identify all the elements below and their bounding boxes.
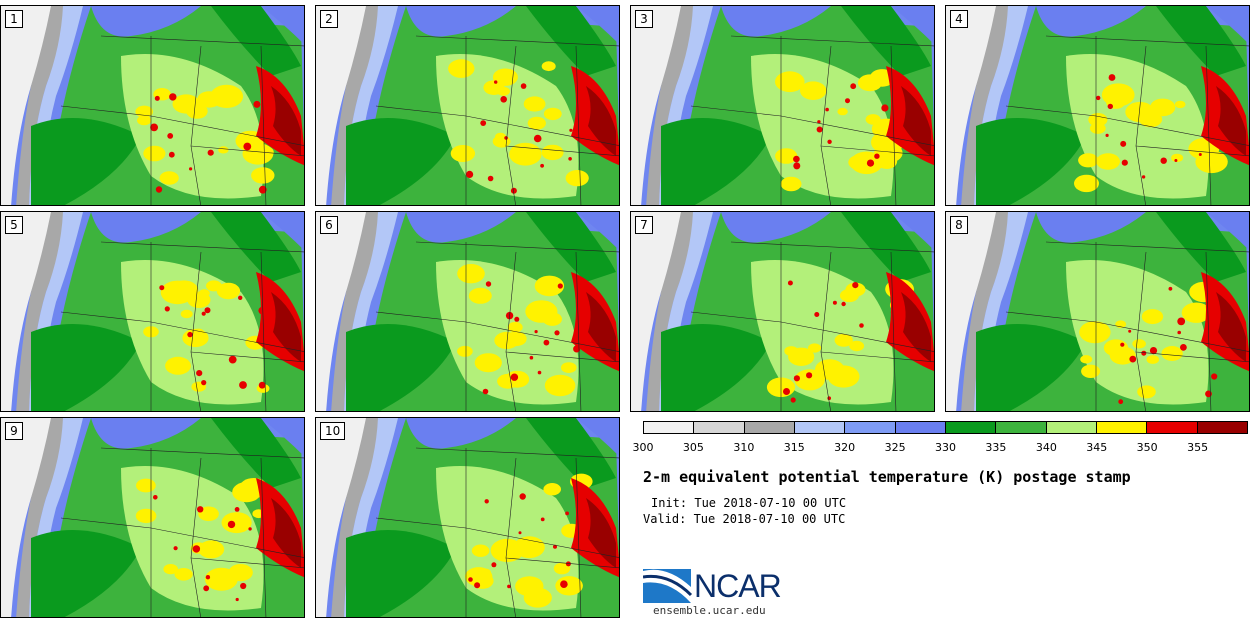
legend-tick-label: 325 [884, 441, 906, 454]
map-title: 2-m equivalent potential temperature (K)… [643, 468, 1131, 486]
member-number-label: 6 [320, 216, 338, 234]
member-number-label: 9 [5, 422, 23, 440]
legend-tick-label: 350 [1136, 441, 1158, 454]
legend-tick-label: 305 [682, 441, 704, 454]
member-number-label: 2 [320, 10, 338, 28]
member-number-label: 5 [5, 216, 23, 234]
legend-swatch [845, 422, 896, 433]
member-number-label: 8 [950, 216, 968, 234]
legend-swatch [1197, 422, 1247, 433]
legend-swatch [694, 422, 745, 433]
ncar-logo-icon [643, 569, 693, 603]
member-number-label: 7 [635, 216, 653, 234]
ensemble-member-map: 4 [945, 5, 1250, 206]
ensemble-member-map: 8 [945, 211, 1250, 412]
legend-swatch [1046, 422, 1097, 433]
member-number-label: 1 [5, 10, 23, 28]
color-legend-labels: 300 305 310 315 320 325 330 335 340 345 350 355 [633, 441, 1248, 455]
legend-tick-label: 315 [783, 441, 805, 454]
ensemble-member-map: 3 [630, 5, 935, 206]
ensemble-member-map: 10 [315, 417, 620, 618]
legend-swatch [744, 422, 795, 433]
init-time: Init: Tue 2018-07-10 00 UTC [651, 496, 847, 510]
ncar-logo-text: NCAR [694, 568, 782, 604]
legend-tick-label: 330 [935, 441, 956, 454]
valid-time: Valid: Tue 2018-07-10 00 UTC [643, 512, 846, 526]
ensemble-member-map: 1 [0, 5, 305, 206]
ensemble-member-map: 6 [315, 211, 620, 412]
legend-swatch [1096, 422, 1148, 433]
legend-swatch [1147, 422, 1198, 433]
legend-tick-label: 335 [985, 441, 1007, 454]
legend-swatch [945, 422, 997, 433]
member-number-label: 10 [320, 422, 346, 440]
ensemble-member-map: 9 [0, 417, 305, 618]
ensemble-member-map: 2 [315, 5, 620, 206]
site-url: ensemble.ucar.edu [653, 604, 766, 617]
legend-swatch [996, 422, 1047, 433]
legend-tick-label: 310 [733, 441, 755, 454]
color-legend-bar [643, 421, 1248, 434]
legend-tick-label: 340 [1035, 441, 1057, 454]
legend-tick-label: 320 [834, 441, 856, 454]
member-number-label: 3 [635, 10, 653, 28]
ensemble-member-map: 7 [630, 211, 935, 412]
legend-swatch [794, 422, 846, 433]
ensemble-member-map: 5 [0, 211, 305, 412]
legend-swatch [895, 422, 946, 433]
legend-tick-label: 300 [632, 441, 654, 454]
legend-swatch [644, 422, 695, 433]
legend-tick-label: 345 [1086, 441, 1108, 454]
legend-tick-label: 355 [1187, 441, 1209, 454]
member-number-label: 4 [950, 10, 968, 28]
